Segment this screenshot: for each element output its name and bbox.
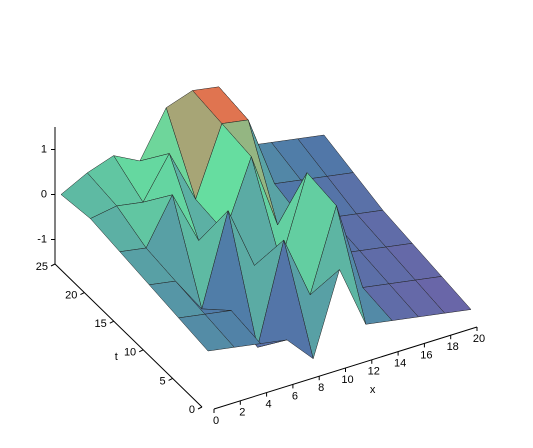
y-tick [50, 263, 56, 267]
x-tick-label: 20 [473, 333, 485, 345]
y-axis-label: t [115, 351, 118, 363]
x-tick-label: 14 [394, 358, 406, 370]
y-tick-label: 5 [159, 375, 165, 387]
y-tick-label: 25 [36, 261, 48, 273]
y-tick [168, 377, 173, 381]
x-tick-label: 18 [447, 341, 459, 353]
y-tick-label: 20 [65, 290, 77, 302]
y-tick [197, 406, 203, 410]
x-tick-label: 8 [318, 382, 324, 394]
y-axis [54, 263, 203, 408]
x-tick-label: 16 [420, 349, 432, 361]
x-tick-label: 6 [292, 390, 298, 402]
x-tick-label: 2 [239, 407, 245, 419]
y-tick [109, 320, 115, 324]
z-tick-label: 0 [41, 188, 47, 200]
x-tick-label: 10 [341, 374, 353, 386]
y-tick [138, 349, 144, 353]
x-tick-label: 12 [368, 366, 380, 378]
y-tick [80, 292, 85, 296]
x-tick-label: 4 [266, 399, 272, 411]
x-tick-label: 0 [213, 415, 219, 427]
y-tick-label: 0 [189, 404, 195, 416]
z-tick-label: 1 [41, 143, 47, 155]
y-tick-label: 15 [95, 318, 107, 330]
z-tick-label: -1 [37, 233, 47, 245]
surface-patch [178, 313, 235, 352]
y-tick-label: 10 [124, 347, 136, 359]
x-axis-label: x [370, 384, 376, 396]
